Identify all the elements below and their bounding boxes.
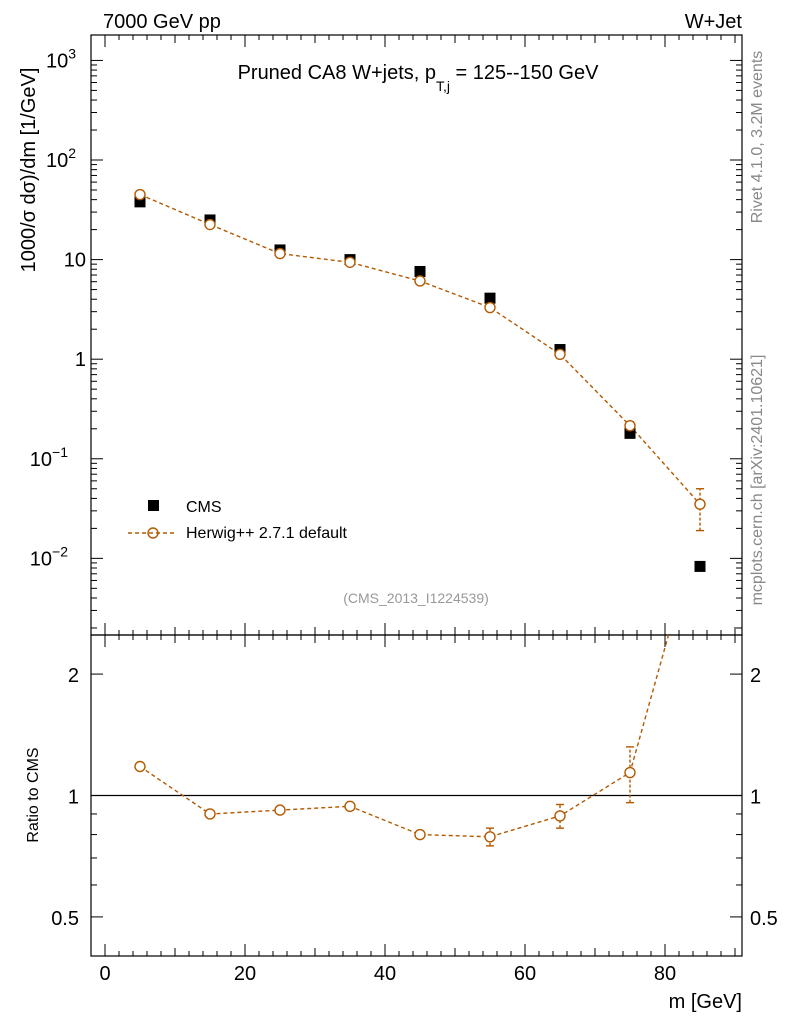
x-axis-ticks: 0 20 40 60 80	[99, 35, 736, 985]
header-energy-label: 7000 GeV pp	[103, 11, 221, 33]
mc-data-point	[204, 218, 216, 231]
x-tick-label: 40	[374, 963, 396, 985]
mc-data-point	[554, 348, 566, 360]
plot-title-tail: = 125--150 GeV	[450, 62, 599, 84]
legend-mc-marker	[147, 527, 159, 539]
plot-title-main: Pruned CA8 W+jets, p	[238, 62, 436, 84]
ratio-axis-ticks: 0.5 0.5 1 1 2 2	[51, 665, 778, 930]
mc-data-point	[694, 498, 706, 510]
ratio-y-tick-label-right: 0.5	[750, 908, 778, 930]
main-series-layer	[134, 188, 706, 572]
ratio-series-line	[139, 634, 670, 838]
legend: CMS Herwig++ 2.7.1 default	[128, 499, 348, 542]
x-tick-label: 0	[99, 963, 110, 985]
main-y-tick-label: 10−1	[30, 444, 68, 471]
cms-data-point	[694, 560, 706, 572]
mc-data-point	[624, 419, 636, 432]
cms-data-point	[484, 292, 496, 304]
ratio-data-point	[484, 831, 496, 843]
ratio-y-tick-label-right: 1	[750, 787, 761, 809]
ratio-data-point	[274, 804, 286, 816]
legend-data-label: CMS	[186, 499, 222, 516]
mc-data-point	[274, 247, 286, 260]
main-y-tick-label: 10−2	[30, 543, 68, 570]
cms-data-point	[624, 427, 636, 439]
mc-data-point	[344, 256, 356, 268]
mc-data-point	[414, 275, 426, 287]
header-process-label: W+Jet	[685, 11, 743, 33]
x-axis-label: m [GeV]	[669, 991, 742, 1013]
rivet-version-label: Rivet 4.1.0, 3.2M events	[749, 51, 766, 224]
mc-series-line	[139, 193, 701, 505]
cms-data-point	[414, 265, 426, 277]
main-y-tick-label: 103	[46, 45, 76, 72]
x-tick-label: 80	[654, 963, 676, 985]
ratio-data-point	[414, 828, 426, 841]
ratio-data-point	[134, 760, 146, 773]
legend-mc-label: Herwig++ 2.7.1 default	[186, 525, 348, 542]
ratio-y-tick-label-left: 0.5	[51, 908, 79, 930]
ratio-data-point	[554, 810, 566, 822]
ratio-data-point	[624, 766, 636, 779]
plot-title-subscript: T,j	[436, 78, 450, 94]
main-axis-ticks: 10−2 10−1 1 10 102 103	[30, 45, 742, 629]
main-y-tick-label: 10	[64, 250, 86, 272]
y-axis-label: 1000/σ dσ)/dm [1/GeV]	[18, 68, 40, 273]
plot-title: Pruned CA8 W+jets, pT,j = 125--150 GeV	[238, 62, 600, 94]
ratio-series-layer	[134, 634, 670, 847]
ratio-data-point	[204, 808, 216, 820]
x-tick-label: 20	[234, 963, 256, 985]
mc-data-point	[134, 188, 146, 201]
mcplots-label: mcplots.cern.ch [arXiv:2401.10621]	[749, 355, 766, 606]
mc-data-point	[484, 301, 496, 314]
ratio-y-axis-label: Ratio to CMS	[25, 747, 42, 842]
ratio-y-tick-label-left: 1	[68, 787, 79, 809]
main-y-tick-label: 102	[46, 145, 76, 172]
cms-data-point	[134, 196, 146, 208]
x-tick-label: 60	[514, 963, 536, 985]
ratio-y-tick-label-left: 2	[68, 665, 79, 687]
analysis-id-label: (CMS_2013_I1224539)	[343, 590, 489, 606]
ratio-y-tick-label-right: 2	[750, 665, 761, 687]
main-plot-frame	[90, 34, 743, 636]
legend-data-marker	[148, 500, 159, 511]
ratio-data-point	[344, 800, 356, 813]
main-y-tick-label: 1	[75, 349, 86, 371]
